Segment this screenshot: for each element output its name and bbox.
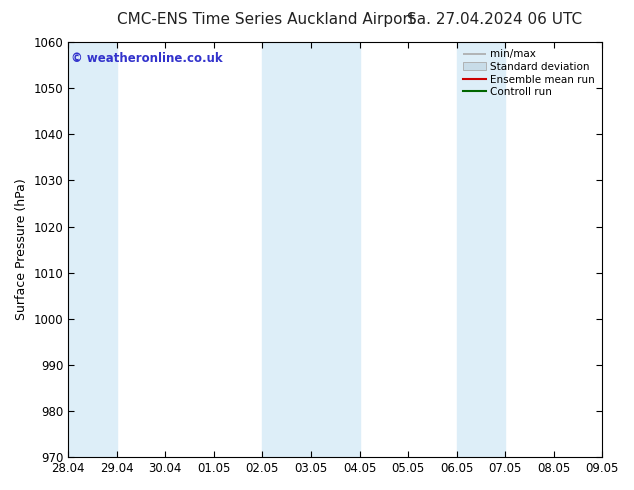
Bar	[68, 42, 117, 457]
Text: Sa. 27.04.2024 06 UTC: Sa. 27.04.2024 06 UTC	[407, 12, 582, 27]
Text: © weatheronline.co.uk: © weatheronline.co.uk	[71, 52, 223, 66]
Bar	[262, 42, 359, 457]
Text: CMC-ENS Time Series Auckland Airport: CMC-ENS Time Series Auckland Airport	[117, 12, 415, 27]
Bar	[456, 42, 505, 457]
Y-axis label: Surface Pressure (hPa): Surface Pressure (hPa)	[15, 179, 28, 320]
Legend: min/max, Standard deviation, Ensemble mean run, Controll run: min/max, Standard deviation, Ensemble me…	[461, 47, 597, 99]
